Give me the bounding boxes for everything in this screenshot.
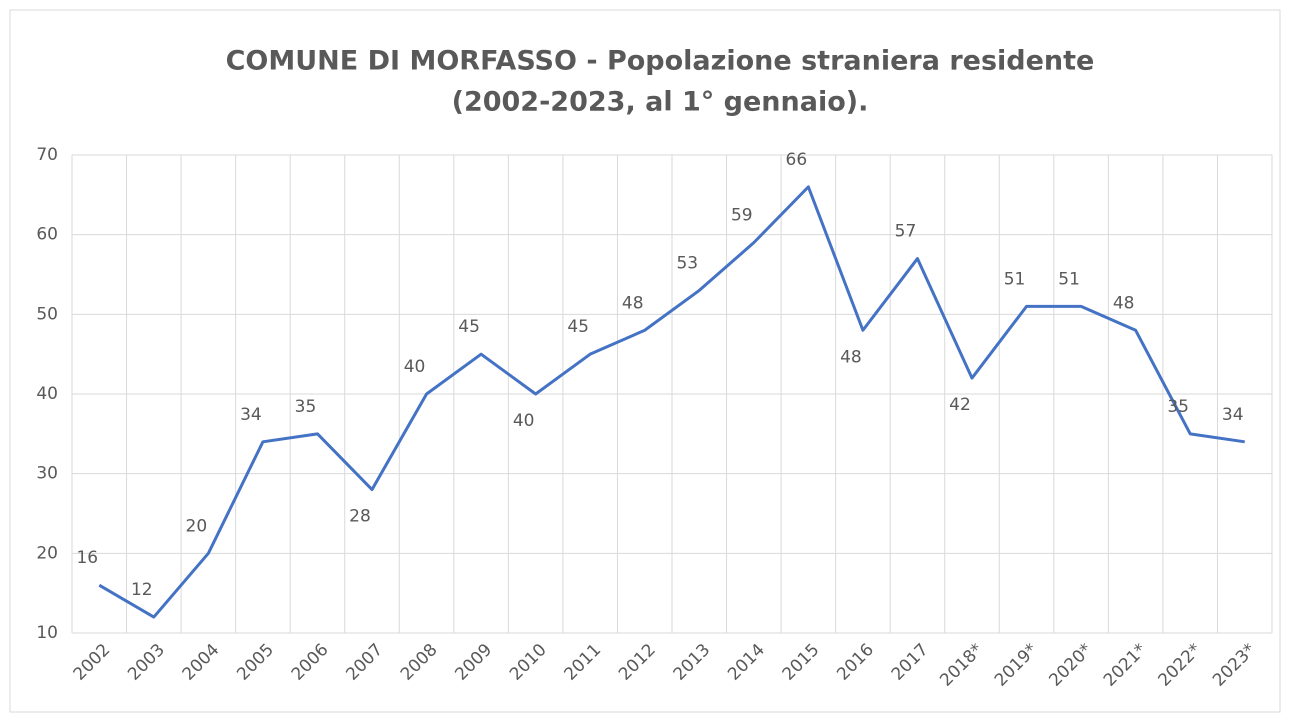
data-label: 51 <box>1004 269 1026 289</box>
data-label: 57 <box>895 222 917 242</box>
data-label: 59 <box>731 206 753 226</box>
data-label: 51 <box>1058 269 1080 289</box>
data-label: 20 <box>186 516 208 536</box>
y-tick-label: 60 <box>36 225 58 245</box>
data-label: 42 <box>949 395 971 415</box>
data-label: 16 <box>76 548 98 568</box>
data-label: 53 <box>676 253 698 273</box>
data-label: 35 <box>295 397 317 417</box>
y-tick-label: 50 <box>36 304 58 324</box>
y-tick-label: 40 <box>36 384 58 404</box>
data-label: 48 <box>622 293 644 313</box>
data-label: 35 <box>1167 397 1189 417</box>
chart-title: COMUNE DI MORFASSO - Popolazione stranie… <box>226 46 1095 77</box>
chart-border <box>9 9 1281 713</box>
data-label: 48 <box>840 347 862 367</box>
y-tick-label: 30 <box>36 464 58 484</box>
chart-title: (2002-2023, al 1° gennaio). <box>452 87 869 118</box>
data-label: 48 <box>1113 293 1135 313</box>
y-tick-label: 20 <box>36 543 58 563</box>
data-label: 66 <box>786 150 808 170</box>
data-label: 34 <box>240 405 262 425</box>
data-label: 12 <box>131 580 153 600</box>
y-tick-label: 70 <box>36 145 58 165</box>
data-label: 45 <box>567 317 589 337</box>
data-label: 40 <box>404 357 426 377</box>
data-label: 34 <box>1222 405 1244 425</box>
data-label: 28 <box>349 507 371 527</box>
data-label: 40 <box>513 411 535 431</box>
line <box>98 185 1245 619</box>
y-tick-label: 10 <box>36 623 58 643</box>
data-label: 45 <box>458 317 480 337</box>
